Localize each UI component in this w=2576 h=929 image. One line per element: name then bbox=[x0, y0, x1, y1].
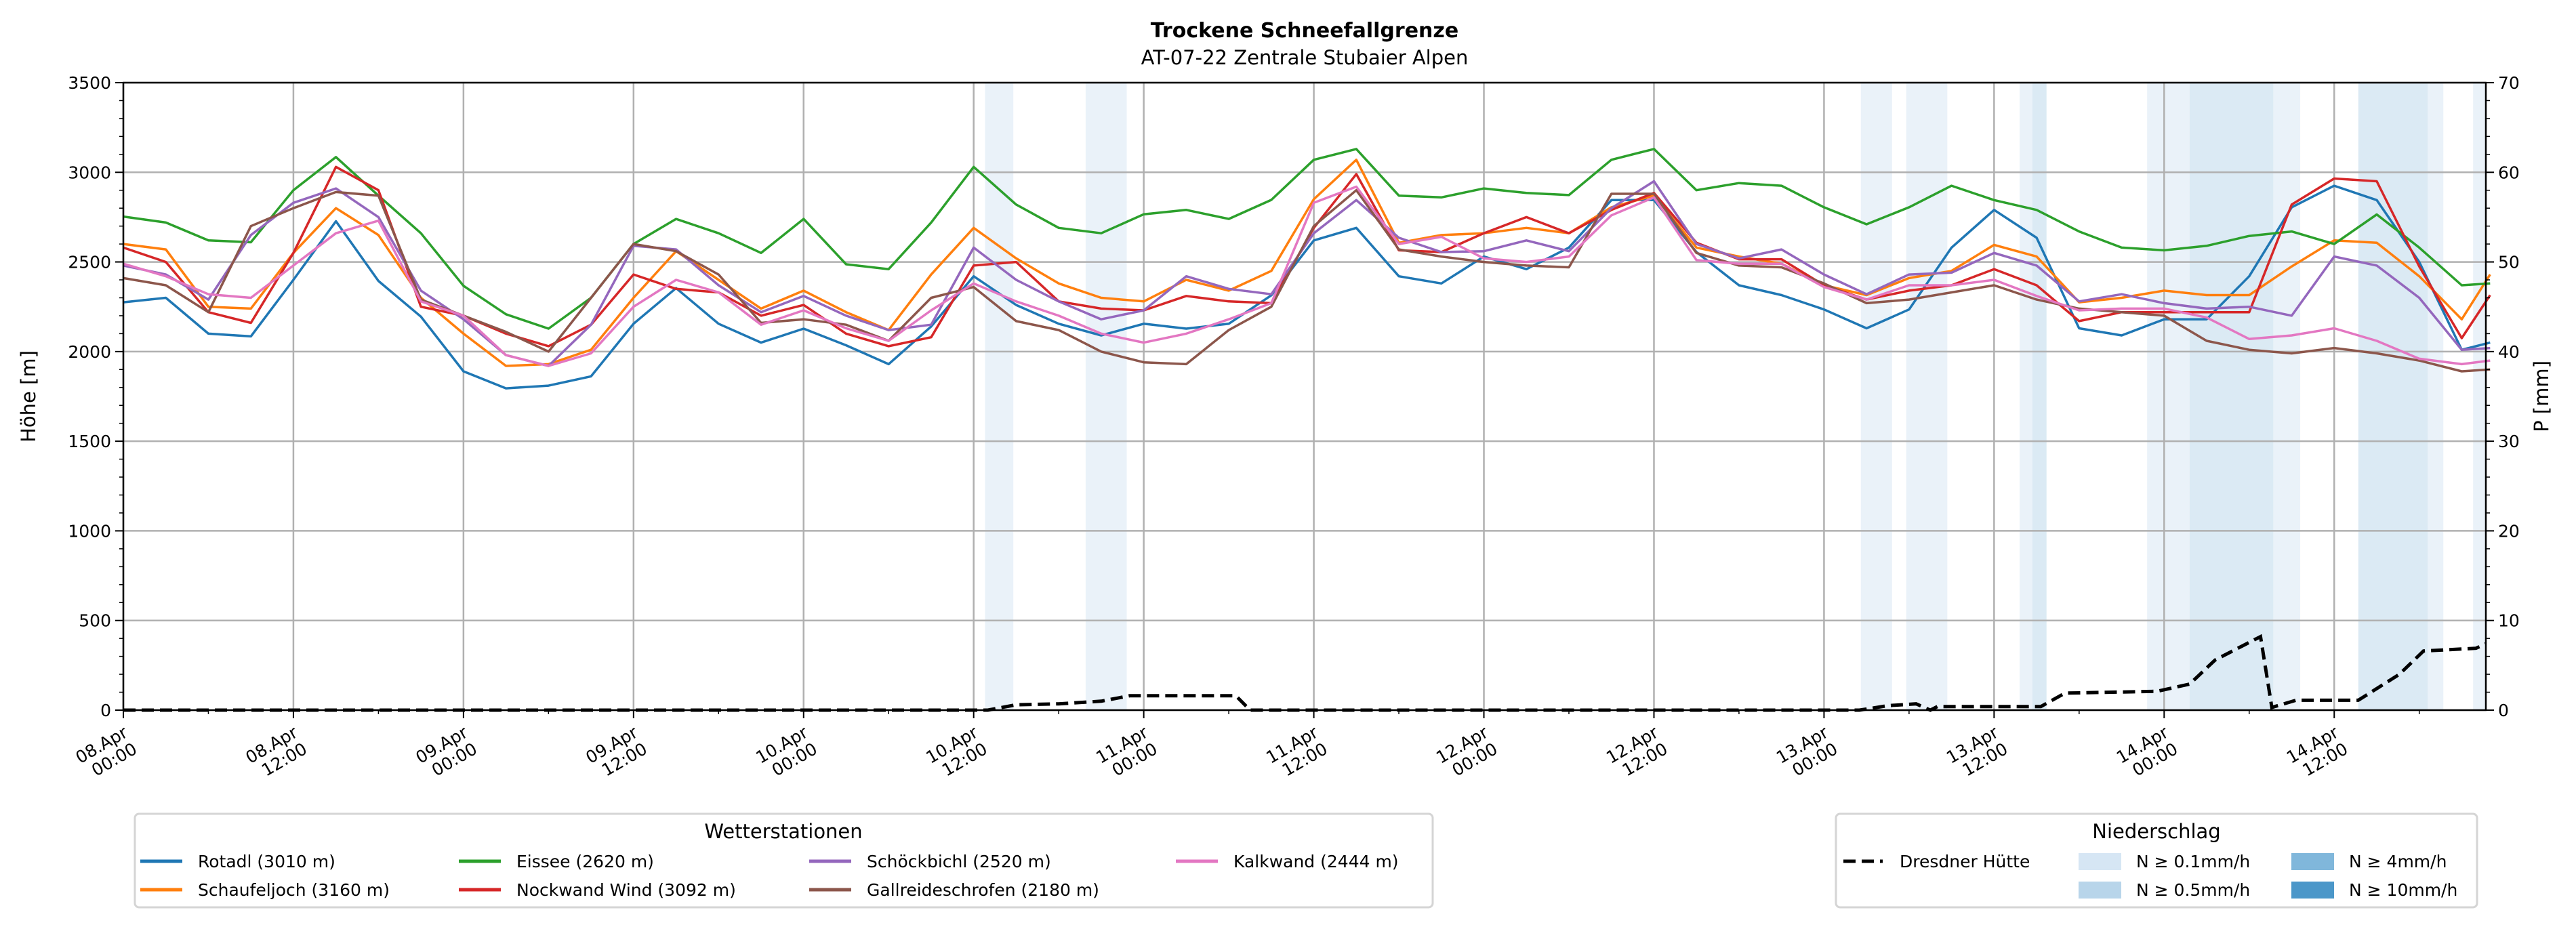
legend-precip-title: Niederschlag bbox=[2092, 820, 2220, 843]
y-right-tick-label: 20 bbox=[2498, 521, 2520, 541]
legend-patch-icon bbox=[2079, 853, 2121, 870]
x-tick-label: 08.Apr12:00 bbox=[243, 722, 311, 784]
y-right-tick-label: 40 bbox=[2498, 342, 2520, 362]
x-tick-label: 14.Apr00:00 bbox=[2113, 722, 2182, 784]
y-tick-label: 3000 bbox=[68, 163, 111, 182]
series-line bbox=[123, 148, 2491, 330]
precip-dashed-line bbox=[123, 634, 2487, 712]
y-tick-label: 0 bbox=[100, 701, 111, 720]
legend-precip-level-label: N ≥ 0.5mm/h bbox=[2136, 880, 2250, 900]
y-right-tick-label: 70 bbox=[2498, 73, 2520, 93]
precip-band bbox=[2147, 83, 2190, 710]
x-tick-label: 09.Apr00:00 bbox=[412, 722, 481, 784]
y-axis-label: Höhe [m] bbox=[17, 350, 40, 442]
legend-precip-line-label: Dresdner Hütte bbox=[1900, 852, 2030, 871]
precip-band bbox=[2473, 83, 2486, 710]
precip-bands bbox=[985, 83, 2486, 710]
y-axis-right-label: P [mm] bbox=[2530, 360, 2553, 432]
legend-precip-level-label: N ≥ 0.1mm/h bbox=[2136, 852, 2250, 871]
station-lines bbox=[123, 148, 2491, 390]
y-tick-label: 2000 bbox=[68, 342, 111, 362]
series-line bbox=[123, 165, 2491, 348]
legend-station-label: Schaufeljoch (3160 m) bbox=[198, 880, 390, 900]
y-tick-label: 1500 bbox=[68, 432, 111, 451]
precip-band bbox=[2273, 83, 2301, 710]
precip-line bbox=[123, 634, 2487, 712]
series-line bbox=[123, 188, 2491, 373]
y-right-tick-label: 0 bbox=[2498, 701, 2509, 720]
y-right-tick-label: 30 bbox=[2498, 432, 2520, 451]
legend-station-label: Gallreideschrofen (2180 m) bbox=[867, 880, 1099, 900]
legend-station-label: Schöckbichl (2520 m) bbox=[867, 852, 1051, 871]
y-right-tick-label: 50 bbox=[2498, 253, 2520, 272]
series-line bbox=[123, 185, 2491, 367]
precip-band bbox=[2428, 83, 2444, 710]
legend-patch-icon bbox=[2079, 882, 2121, 899]
y-tick-label: 3500 bbox=[68, 73, 111, 93]
x-tick-label: 13.Apr00:00 bbox=[1773, 722, 1841, 784]
x-tick-label: 12.Apr12:00 bbox=[1603, 722, 1671, 784]
y-tick-label: 2500 bbox=[68, 253, 111, 272]
x-tick-label: 10.Apr00:00 bbox=[752, 722, 821, 784]
legend-precip: Niederschlag Dresdner Hütte N ≥ 0.1mm/h N… bbox=[1835, 812, 2478, 909]
x-tick-label: 08.Apr00:00 bbox=[73, 722, 141, 784]
x-tick-label: 13.Apr12:00 bbox=[1943, 722, 2011, 784]
y-tick-label: 1000 bbox=[68, 521, 111, 541]
legend-station-label: Kalkwand (2444 m) bbox=[1233, 852, 1399, 871]
chart-subtitle: AT-07-22 Zentrale Stubaier Alpen bbox=[1141, 46, 1469, 69]
x-tick-label: 11.Apr12:00 bbox=[1263, 722, 1331, 784]
precip-band bbox=[1085, 83, 1127, 710]
legend-stations: Wetterstationen Rotadl (3010 m) Schaufelj… bbox=[134, 812, 1434, 909]
gridlines bbox=[122, 81, 2486, 711]
y-right-tick-label: 60 bbox=[2498, 163, 2520, 182]
legend-station-label: Nockwand Wind (3092 m) bbox=[516, 880, 736, 900]
legend-station-label: Rotadl (3010 m) bbox=[198, 852, 335, 871]
plot-frame bbox=[122, 81, 2487, 711]
precip-band bbox=[1860, 83, 1892, 710]
y-right-tick-label: 10 bbox=[2498, 611, 2520, 631]
legend-precip-level-label: N ≥ 4mm/h bbox=[2349, 852, 2447, 871]
legend-station-label: Eissee (2620 m) bbox=[516, 852, 654, 871]
precip-band bbox=[2189, 83, 2274, 710]
precip-band bbox=[2358, 83, 2428, 710]
x-tick-label: 10.Apr12:00 bbox=[922, 722, 991, 784]
precip-band bbox=[985, 83, 1014, 710]
chart-title: Trockene Schneefallgrenze bbox=[1151, 19, 1458, 43]
legend-precip-level-label: N ≥ 10mm/h bbox=[2349, 880, 2457, 900]
x-tick-label: 11.Apr00:00 bbox=[1092, 722, 1161, 784]
x-tick-label: 14.Apr12:00 bbox=[2283, 722, 2352, 784]
precip-band bbox=[1906, 83, 1948, 710]
series-line bbox=[123, 184, 2491, 390]
precip-band bbox=[2020, 83, 2032, 710]
y-tick-label: 500 bbox=[79, 611, 111, 631]
legend-stations-box bbox=[134, 812, 1434, 909]
x-tick-label: 09.Apr12:00 bbox=[582, 722, 651, 784]
x-tick-label: 12.Apr00:00 bbox=[1433, 722, 1501, 784]
precip-band bbox=[2032, 83, 2047, 710]
legend-stations-title: Wetterstationen bbox=[704, 820, 862, 843]
legend-patch-icon bbox=[2291, 853, 2334, 870]
legend-patch-icon bbox=[2291, 882, 2334, 899]
series-line bbox=[123, 159, 2491, 367]
